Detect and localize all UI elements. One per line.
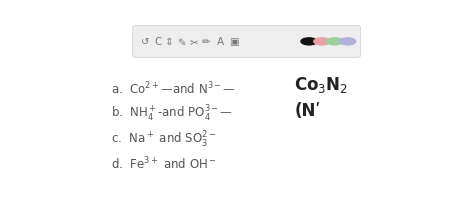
Text: c.  Na$^+$ and SO$_3^{2-}$: c. Na$^+$ and SO$_3^{2-}$ bbox=[110, 129, 216, 149]
Text: a.  Co$^{2+}$—and N$^{3-}$—: a. Co$^{2+}$—and N$^{3-}$— bbox=[110, 80, 236, 96]
Text: ✎: ✎ bbox=[177, 37, 186, 47]
Text: Co$_3$N$_2$: Co$_3$N$_2$ bbox=[294, 75, 348, 95]
Circle shape bbox=[314, 39, 330, 46]
Text: b.  NH$_4^+$-and PO$_4^{3-}$—: b. NH$_4^+$-and PO$_4^{3-}$— bbox=[110, 104, 233, 124]
Text: ⇕: ⇕ bbox=[165, 37, 174, 47]
Text: ✂: ✂ bbox=[189, 37, 198, 47]
Circle shape bbox=[327, 39, 343, 46]
Text: d.  Fe$^{3+}$ and OH$^-$: d. Fe$^{3+}$ and OH$^-$ bbox=[110, 154, 217, 171]
Text: ▣: ▣ bbox=[229, 37, 238, 47]
Circle shape bbox=[339, 39, 356, 46]
Circle shape bbox=[301, 39, 317, 46]
FancyBboxPatch shape bbox=[133, 26, 360, 58]
Text: C: C bbox=[154, 37, 161, 47]
Text: A: A bbox=[217, 37, 225, 47]
Text: ↺: ↺ bbox=[141, 37, 150, 47]
Text: ✏: ✏ bbox=[201, 37, 210, 47]
Text: (Nʹ: (Nʹ bbox=[294, 101, 321, 119]
